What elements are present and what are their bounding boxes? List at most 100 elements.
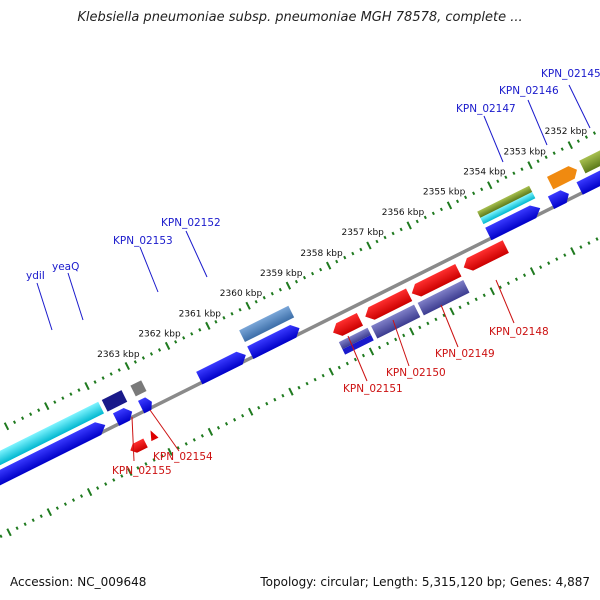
major-tick: [325, 261, 332, 270]
gene-feature-yeaq[interactable]: [130, 380, 147, 397]
minor-tick: [431, 211, 435, 216]
gene-label-kpn-02152[interactable]: KPN_02152: [161, 217, 221, 229]
gene-feature-kpn-02153-b[interactable]: [247, 322, 302, 359]
gene-feature-kpn-02151-blue[interactable]: [342, 334, 374, 355]
gene-label-kpn-02154[interactable]: KPN_02154: [153, 451, 213, 463]
major-tick: [527, 161, 533, 170]
gene-feature-kpn-02150[interactable]: [362, 288, 413, 322]
minor-tick: [423, 215, 427, 220]
minor-tick: [104, 482, 108, 486]
minor-tick: [63, 502, 67, 506]
major-tick: [328, 367, 334, 376]
scale-label: 2354 kbp: [463, 168, 506, 178]
gene-label-kpn-02148[interactable]: KPN_02148: [489, 326, 549, 338]
minor-tick: [498, 285, 502, 290]
major-tick: [449, 307, 455, 316]
minor-tick: [133, 360, 137, 364]
minor-tick: [281, 393, 285, 398]
minor-tick: [335, 259, 339, 264]
minor-tick: [576, 139, 580, 143]
minor-tick: [69, 392, 73, 396]
major-tick: [570, 247, 576, 256]
gene-feature-kpn-02154[interactable]: [147, 429, 159, 442]
major-tick: [124, 361, 130, 371]
minor-tick: [496, 179, 500, 184]
minor-tick: [305, 381, 309, 386]
gene-label-kpn-02146[interactable]: KPN_02146: [499, 85, 559, 97]
minor-tick: [359, 247, 363, 252]
gene-feature-kpn-02153[interactable]: [196, 349, 249, 385]
gene-label-kpn-02151[interactable]: KPN_02151: [343, 383, 403, 395]
minor-tick: [198, 328, 202, 332]
minor-tick: [262, 295, 266, 300]
major-tick: [164, 341, 171, 350]
minor-tick: [595, 237, 599, 241]
gene-feature-kpn-02145[interactable]: [579, 122, 600, 174]
minor-tick: [144, 462, 148, 466]
minor-tick: [520, 167, 524, 172]
major-tick: [366, 241, 372, 250]
scale-label: 2363 kbp: [97, 350, 140, 360]
gene-label-kpn-02153[interactable]: KPN_02153: [113, 235, 173, 247]
gene-feature-kpn-02152[interactable]: [239, 305, 295, 342]
gene-feature-kpn-02147-cyan[interactable]: [480, 192, 536, 225]
gene-feature-cyan[interactable]: [0, 401, 104, 474]
major-tick: [406, 221, 412, 230]
gene-feature-kpn-02149-purple[interactable]: [417, 280, 470, 316]
gene-feature-forward[interactable]: [576, 162, 600, 195]
minor-tick: [522, 273, 527, 277]
minor-tick: [270, 291, 274, 296]
scale-label: 2357 kbp: [341, 228, 384, 238]
major-tick: [487, 181, 493, 190]
minor-tick: [120, 474, 124, 478]
gene-feature-ydii[interactable]: [101, 390, 128, 412]
minor-tick: [192, 438, 196, 442]
gene-label-ydii[interactable]: ydiI: [26, 270, 45, 282]
minor-tick: [361, 353, 366, 358]
minor-tick: [21, 416, 25, 420]
gene-feature-kpn-02148[interactable]: [461, 240, 509, 274]
gene-label-kpn-02147[interactable]: KPN_02147: [456, 103, 516, 115]
minor-tick: [265, 401, 269, 406]
minor-tick: [96, 486, 100, 490]
gene-feature-forward[interactable]: [137, 396, 155, 414]
minor-tick: [0, 534, 3, 539]
gene-feature-forward[interactable]: [0, 419, 108, 490]
minor-tick: [160, 454, 164, 458]
minor-tick: [377, 345, 382, 350]
gene-label-kpn-02145[interactable]: KPN_02145: [541, 68, 600, 80]
gene-feature-kpn-02151[interactable]: [330, 313, 364, 339]
minor-tick: [584, 135, 588, 139]
minor-tick: [579, 245, 583, 249]
gene-feature-kpn-02146[interactable]: [547, 163, 580, 190]
gene-feature-kpn-02150-purple[interactable]: [371, 304, 421, 339]
gene-feature-forward[interactable]: [485, 202, 543, 241]
gene-feature-kpn-02155[interactable]: [128, 438, 148, 455]
map-title: Klebsiella pneumoniae subsp. pneumoniae …: [77, 10, 523, 25]
minor-tick: [512, 171, 516, 176]
minor-tick: [415, 219, 419, 224]
minor-tick: [506, 281, 510, 286]
minor-tick: [112, 478, 116, 482]
gene-label-yeaq[interactable]: yeaQ: [52, 261, 79, 273]
scale-label: 2355 kbp: [423, 188, 466, 198]
gene-feature-forward[interactable]: [112, 405, 135, 426]
gene-feature-kpn-02149[interactable]: [409, 263, 462, 300]
major-tick: [86, 488, 93, 497]
major-tick: [529, 267, 536, 276]
major-tick: [245, 301, 251, 310]
minor-tick: [37, 408, 41, 412]
gene-label-kpn-02150[interactable]: KPN_02150: [386, 367, 446, 379]
gene-feature-forward[interactable]: [547, 188, 572, 210]
minor-tick: [257, 405, 261, 410]
minor-tick: [434, 317, 438, 322]
minor-tick: [386, 341, 390, 346]
minor-tick: [190, 332, 194, 336]
gene-label-kpn-02155[interactable]: KPN_02155: [112, 465, 172, 477]
gene-feature-kpn-02151-purple[interactable]: [338, 327, 372, 350]
gene-feature-kpn-02147[interactable]: [477, 185, 533, 218]
gene-label-kpn-02149[interactable]: KPN_02149: [435, 348, 495, 360]
minor-tick: [351, 251, 355, 256]
minor-tick: [238, 307, 242, 312]
